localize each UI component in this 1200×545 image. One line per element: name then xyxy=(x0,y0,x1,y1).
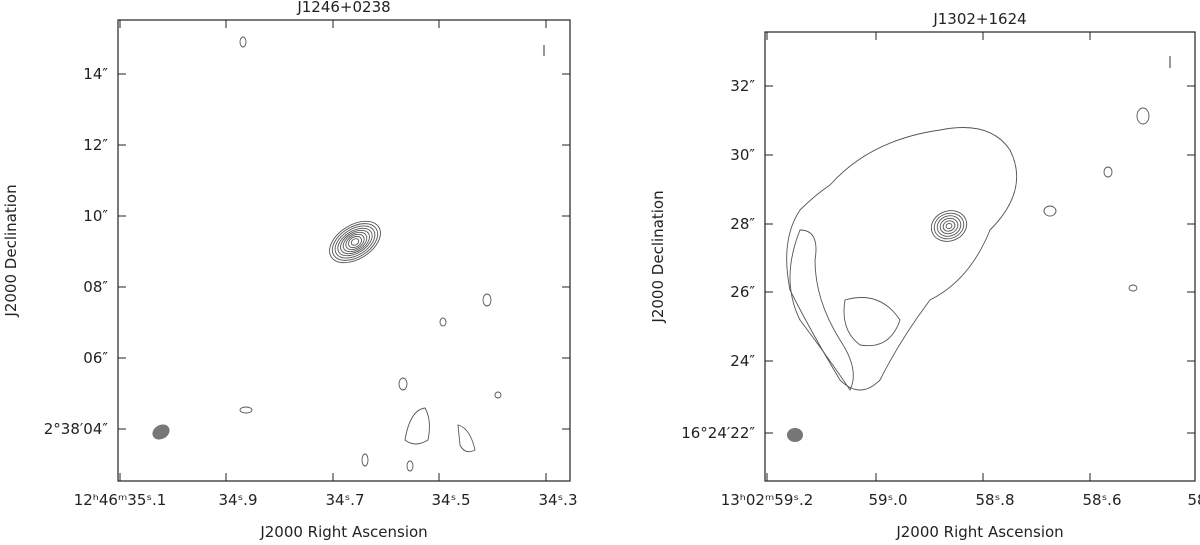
y-tick-label: 28″ xyxy=(730,215,755,233)
y-tick-label: 32″ xyxy=(730,77,755,95)
x-axis-label: J2000 Right Ascension xyxy=(895,523,1063,541)
y-tick-label: 30″ xyxy=(730,146,755,164)
x-tick-label: 34ˢ.7 xyxy=(326,491,365,509)
y-tick-label: 24″ xyxy=(730,352,755,370)
y-tick-label: 14″ xyxy=(83,65,108,83)
y-tick-label: 10″ xyxy=(83,207,108,225)
x-axis-label: J2000 Right Ascension xyxy=(259,523,427,541)
x-tick-label: 58ˢ.4 xyxy=(1188,491,1200,509)
x-tick-label: 58ˢ.6 xyxy=(1083,491,1122,509)
plot-frame xyxy=(117,19,571,482)
x-tick-label: 58ˢ.8 xyxy=(976,491,1015,509)
y-tick-label: 08″ xyxy=(83,278,108,296)
y-axis-label: J2000 Declination xyxy=(2,184,20,317)
y-tick-label: 06″ xyxy=(83,349,108,367)
y-tick-label: 16°24′22″ xyxy=(681,424,755,442)
x-tick-label: 34ˢ.5 xyxy=(432,491,471,509)
plot-frame xyxy=(764,31,1196,482)
y-tick-label: 12″ xyxy=(83,136,108,154)
x-tick-label: 34ˢ.3 xyxy=(539,491,578,509)
panel-title: J1302+1624 xyxy=(932,10,1026,28)
x-tick-label: 34ˢ.9 xyxy=(219,491,258,509)
panel-2-contours xyxy=(786,56,1171,442)
x-tick-label: 12ʰ46ᵐ35ˢ.1 xyxy=(74,491,167,509)
y-tick-label: 26″ xyxy=(730,283,755,301)
y-axis-label: J2000 Declination xyxy=(649,190,667,323)
x-tick-label: 13ʰ02ᵐ59ˢ.2 xyxy=(721,491,814,509)
panel-title: J1246+0238 xyxy=(296,0,390,16)
x-tick-label: 59ˢ.0 xyxy=(869,491,908,509)
panel-1-contours xyxy=(152,36,545,472)
y-tick-label: 2°38′04″ xyxy=(44,420,109,438)
